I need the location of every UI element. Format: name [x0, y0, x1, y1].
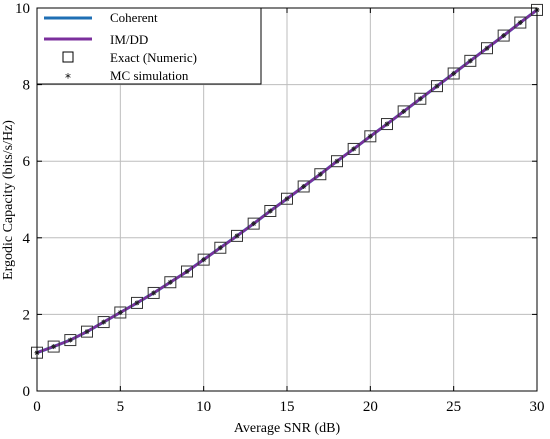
mc-marker: [234, 233, 240, 239]
mc-marker: [117, 309, 123, 315]
x-tick-label: 20: [363, 399, 378, 415]
exact-marker: [431, 80, 443, 93]
exact-marker: [97, 316, 110, 329]
mc-marker: [467, 58, 473, 64]
exact-marker: [281, 192, 293, 205]
exact-marker: [214, 241, 227, 254]
exact-marker: [514, 16, 527, 29]
mc-marker: [167, 279, 173, 285]
y-tick-label: 4: [23, 231, 31, 247]
legend-box: [36, 7, 262, 85]
legend-marker-exact: [62, 51, 74, 63]
exact-marker: [64, 334, 77, 347]
mc-marker: [451, 70, 457, 76]
axis-ticks: 0 5 10 15 20 25 30 0 2 4 6 8 10: [15, 1, 545, 415]
mc-marker: [217, 245, 223, 251]
exact-marker: [381, 118, 393, 131]
exact-marker: [181, 265, 193, 278]
mc-marker: [251, 221, 257, 227]
exact-marker: [347, 142, 360, 155]
y-tick-label: 0: [23, 384, 31, 400]
legend-label-mc: MC simulation: [110, 68, 189, 83]
exact-marker: [264, 204, 277, 217]
exact-marker: [81, 325, 93, 338]
exact-marker: [364, 130, 377, 143]
y-tick-label: 10: [15, 1, 30, 17]
exact-marker: [314, 168, 327, 181]
mc-marker: [134, 300, 140, 306]
mc-marker: [101, 319, 107, 325]
exact-marker: [447, 67, 460, 80]
legend-label-coherent: Coherent: [110, 10, 158, 25]
exact-marker: [464, 54, 477, 67]
legend: Coherent IM/DD Exact (Numeric) * MC simu…: [36, 7, 262, 85]
mc-marker: [384, 121, 390, 127]
mc-marker: [334, 158, 340, 164]
exact-marker: [414, 92, 427, 105]
exact-marker: [497, 29, 510, 42]
legend-marker-mc: *: [65, 71, 71, 85]
exact-marker: [231, 229, 243, 242]
mc-marker: [401, 108, 407, 114]
exact-marker: [114, 306, 127, 319]
exact-marker: [197, 253, 210, 266]
y-tick-label: 8: [23, 78, 31, 94]
mc-marker: [84, 329, 90, 335]
mc-marker: [517, 20, 523, 26]
mc-marker: [301, 183, 307, 189]
y-tick-label: 6: [23, 154, 31, 170]
exact-marker: [131, 296, 143, 309]
exact-marker: [164, 276, 177, 289]
mc-marker: [317, 171, 323, 177]
legend-label-imdd: IM/DD: [110, 32, 148, 47]
mc-marker: [501, 33, 507, 39]
mc-marker: [184, 269, 190, 275]
mc-marker: [367, 133, 373, 139]
x-tick-label: 5: [117, 399, 125, 415]
x-tick-label: 0: [33, 399, 41, 415]
mc-marker: [267, 208, 273, 214]
legend-label-exact: Exact (Numeric): [110, 50, 197, 65]
exact-marker: [481, 42, 493, 55]
y-tick-label: 2: [23, 307, 31, 323]
x-tick-label: 15: [280, 399, 295, 415]
mc-marker: [417, 96, 423, 102]
mc-marker: [484, 45, 490, 51]
exact-marker: [247, 217, 260, 230]
x-tick-label: 10: [196, 399, 211, 415]
exact-marker: [397, 105, 410, 118]
mc-marker: [351, 146, 357, 152]
mc-marker: [284, 196, 290, 202]
mc-marker: [67, 337, 73, 343]
exact-marker: [331, 155, 343, 168]
y-axis-label: Ergodic Capacity (bits/s/Hz): [1, 120, 16, 280]
mc-marker: [51, 344, 57, 350]
mc-marker: [434, 83, 440, 89]
exact-marker: [297, 180, 310, 193]
x-axis-label: Average SNR (dB): [234, 421, 341, 436]
mc-marker: [201, 257, 207, 263]
x-tick-label: 30: [530, 399, 545, 415]
exact-marker: [147, 286, 160, 299]
mc-marker: [151, 290, 157, 296]
x-tick-label: 25: [446, 399, 461, 415]
exact-marker: [47, 340, 60, 353]
